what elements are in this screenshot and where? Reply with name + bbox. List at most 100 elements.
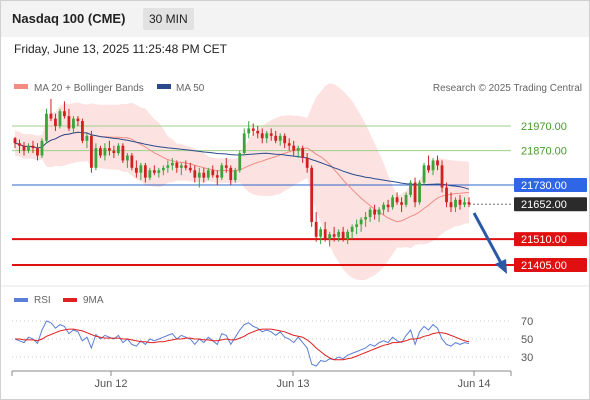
candle-body xyxy=(197,172,201,178)
chart-header: Nasdaq 100 (CME) 30 MIN xyxy=(1,1,589,37)
candle-body xyxy=(310,167,314,222)
candle-body xyxy=(161,167,165,171)
ma50-legend-label: MA 50 xyxy=(176,83,205,94)
candle-body xyxy=(58,111,62,126)
candle-body xyxy=(13,138,17,144)
candle-body xyxy=(341,231,345,240)
candle-body xyxy=(458,199,462,205)
x-tick-label: Jun 13 xyxy=(276,378,309,390)
level-label-support: 21510.00 xyxy=(521,234,567,246)
candle-body xyxy=(287,143,291,146)
candle-body xyxy=(67,116,71,129)
candle-body xyxy=(440,165,444,188)
candle-body xyxy=(103,148,107,156)
candle-body xyxy=(328,234,332,240)
ma20-bollinger-legend-swatch xyxy=(14,84,28,89)
candle-body xyxy=(139,165,143,173)
candle-body xyxy=(90,135,93,168)
candle-body xyxy=(49,113,53,119)
candle-body xyxy=(292,145,296,151)
candle-body xyxy=(184,165,188,168)
candle-body xyxy=(386,204,390,208)
level-label-resistance: 21870.00 xyxy=(521,146,567,158)
candle-body xyxy=(260,133,264,139)
candle-body xyxy=(427,165,430,171)
rsi-ma-legend-label: 9MA xyxy=(83,295,104,306)
candle-body xyxy=(283,135,287,144)
candle-body xyxy=(445,187,448,203)
candle-body xyxy=(130,155,134,168)
candle-body xyxy=(175,162,179,168)
candles-group xyxy=(13,98,471,247)
candle-body xyxy=(215,175,219,178)
candle-body xyxy=(373,209,377,215)
ma20-bollinger-legend-label: MA 20 + Bollinger Bands xyxy=(34,83,144,94)
candle-body xyxy=(296,148,300,151)
candle-body xyxy=(355,224,359,227)
candle-body xyxy=(76,118,80,122)
candle-body xyxy=(242,133,246,154)
rsi-line xyxy=(14,320,470,367)
candle-body xyxy=(211,170,215,176)
candle-body xyxy=(404,194,408,205)
candle-body xyxy=(251,128,255,131)
candle-body xyxy=(238,153,242,171)
candle-body xyxy=(377,209,381,215)
candle-body xyxy=(112,150,116,154)
x-tick-label: Jun 12 xyxy=(94,378,127,390)
ma50-legend-swatch xyxy=(157,84,171,89)
candle-body xyxy=(463,202,466,205)
candle-body xyxy=(157,170,161,173)
level-label-box-support xyxy=(514,258,587,273)
level-label-resistance: 21970.00 xyxy=(521,121,567,133)
candle-body xyxy=(233,170,237,181)
candle-body xyxy=(359,219,363,225)
level-label-box-support xyxy=(514,232,587,247)
candle-body xyxy=(193,170,197,178)
candle-body xyxy=(409,182,412,195)
rsi-legend-swatch xyxy=(14,298,28,302)
level-label-box-last xyxy=(514,197,587,212)
rsi-tick-label: 30 xyxy=(521,352,533,364)
candle-body xyxy=(301,148,305,158)
candle-body xyxy=(85,135,89,141)
candle-body xyxy=(269,133,273,136)
candle-body xyxy=(152,170,156,173)
candle-body xyxy=(337,231,341,237)
candle-body xyxy=(229,167,233,181)
candle-body xyxy=(247,128,251,134)
candle-body xyxy=(116,145,120,154)
candle-body xyxy=(454,199,457,208)
projection-arrow-head xyxy=(495,259,507,274)
candle-body xyxy=(206,170,210,178)
candle-body xyxy=(81,121,84,141)
credit-text: Research © 2025 Trading Central xyxy=(433,83,582,94)
timeframe-selector[interactable]: 30 MIN xyxy=(143,8,194,30)
instrument-title: Nasdaq 100 (CME) xyxy=(12,11,126,26)
candle-body xyxy=(224,165,228,168)
candle-body xyxy=(202,172,206,178)
candle-body xyxy=(148,170,152,178)
candle-body xyxy=(319,229,323,237)
candle-body xyxy=(22,145,26,151)
candle-body xyxy=(121,145,125,161)
candle-body xyxy=(72,118,75,129)
rsi-tick-label: 70 xyxy=(521,316,533,328)
candle-body xyxy=(143,165,147,178)
candle-body xyxy=(166,165,170,168)
candle-body xyxy=(107,148,111,151)
candle-body xyxy=(422,165,426,183)
candle-body xyxy=(467,202,471,205)
candle-body xyxy=(220,165,224,178)
candle-body xyxy=(256,130,260,134)
rsi-ma-legend-swatch xyxy=(63,298,77,302)
candle-body xyxy=(368,209,372,218)
candle-body xyxy=(265,133,269,139)
candle-body xyxy=(94,148,98,168)
candle-body xyxy=(418,182,421,203)
candle-body xyxy=(395,197,399,203)
bollinger-band-area xyxy=(15,83,469,281)
candle-body xyxy=(323,229,327,240)
x-tick-label: Jun 14 xyxy=(457,378,490,390)
